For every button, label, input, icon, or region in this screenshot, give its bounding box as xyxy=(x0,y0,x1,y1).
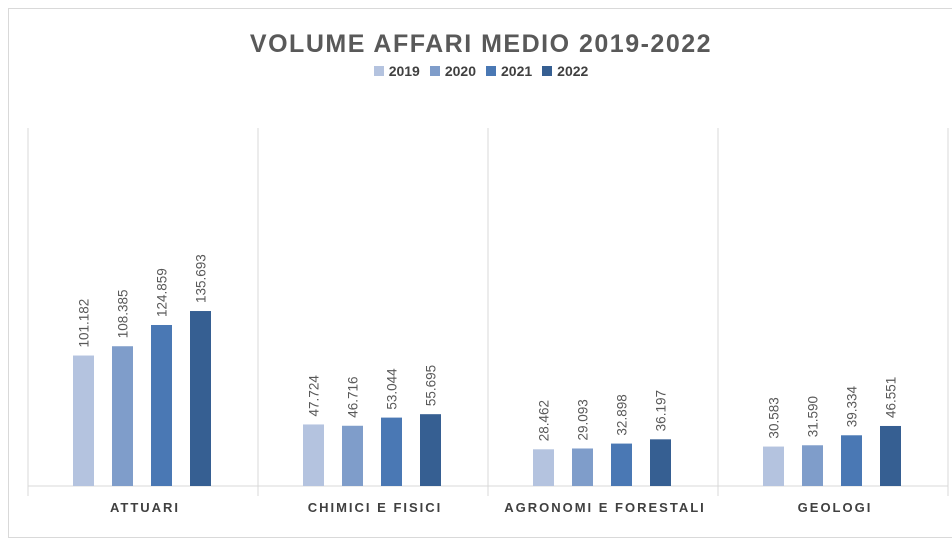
bar-2021 xyxy=(841,435,862,486)
data-label: 124.859 xyxy=(155,268,170,317)
bar-chart: 101.182 108.385 124.859 135.693 ATTUARI 47.72… xyxy=(27,128,949,515)
legend-swatch-2021 xyxy=(486,66,496,76)
bar-2019 xyxy=(533,449,554,486)
bar-2021 xyxy=(611,443,632,486)
bar-2019 xyxy=(303,424,324,486)
legend-item-2022: 2022 xyxy=(542,63,588,79)
data-label: 46.716 xyxy=(346,376,361,417)
legend-swatch-2019 xyxy=(373,66,384,76)
data-label: 55.695 xyxy=(424,365,439,406)
bar-2020 xyxy=(802,445,823,486)
category-label: ATTUARI xyxy=(110,500,180,515)
legend-label-2020: 2020 xyxy=(444,63,476,79)
legend-label-2021: 2021 xyxy=(501,63,533,79)
category-label: AGRONOMI E FORESTALI xyxy=(504,500,706,515)
chart-legend: 2019 2020 2021 2022 xyxy=(0,63,952,79)
bar-2020 xyxy=(572,448,593,486)
bar-2022 xyxy=(190,311,211,486)
bar-2020 xyxy=(342,425,363,486)
bar-2022 xyxy=(420,414,441,486)
legend-item-2020: 2020 xyxy=(429,63,476,79)
data-label: 29.093 xyxy=(576,399,591,440)
legend-swatch-2022 xyxy=(542,66,553,76)
data-label: 28.462 xyxy=(537,400,552,441)
data-label: 36.197 xyxy=(654,390,669,431)
data-label: 101.182 xyxy=(77,299,92,348)
bar-2021 xyxy=(151,324,172,486)
chart-title: VOLUME AFFARI MEDIO 2019-2022 xyxy=(249,30,713,58)
legend-swatch-2020 xyxy=(429,66,440,76)
bar-2022 xyxy=(880,425,901,486)
data-label: 135.693 xyxy=(194,254,209,303)
bar-2019 xyxy=(73,355,94,486)
data-label: 46.551 xyxy=(884,377,899,418)
category-label: GEOLOGI xyxy=(798,500,873,515)
bar-2020 xyxy=(112,346,133,486)
data-label: 30.583 xyxy=(767,397,782,438)
bar-2021 xyxy=(381,417,402,486)
legend-label-2019: 2019 xyxy=(388,63,420,79)
legend-item-2021: 2021 xyxy=(486,63,532,79)
bar-2019 xyxy=(763,446,784,486)
data-label: 32.898 xyxy=(615,394,630,435)
data-label: 53.044 xyxy=(385,368,400,410)
bar-2022 xyxy=(650,439,671,486)
category-label: CHIMICI E FISICI xyxy=(308,500,443,515)
data-label: 108.385 xyxy=(116,289,131,338)
legend-label-2022: 2022 xyxy=(557,63,589,79)
data-label: 47.724 xyxy=(307,375,322,417)
data-label: 31.590 xyxy=(806,396,821,437)
legend-item-2019: 2019 xyxy=(373,63,420,79)
data-label: 39.334 xyxy=(845,385,860,427)
